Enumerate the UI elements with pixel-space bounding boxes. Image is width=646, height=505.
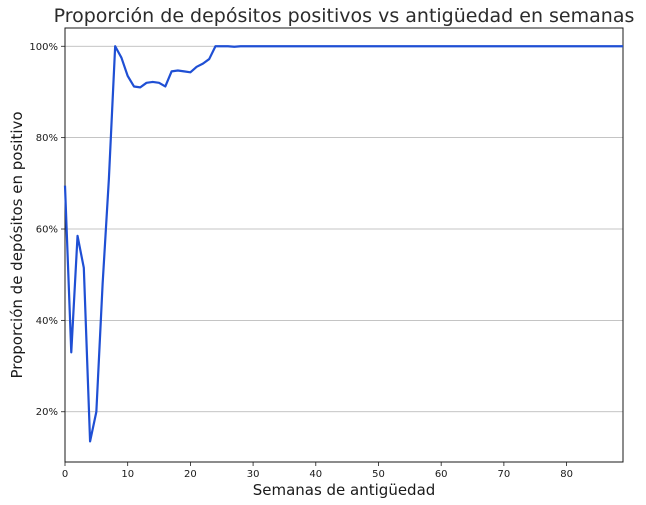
y-axis-title: Proporción de depósitos en positivo bbox=[8, 111, 26, 378]
y-tick-label: 40% bbox=[36, 316, 58, 327]
x-tick-label: 60 bbox=[435, 469, 448, 480]
x-tick-label: 70 bbox=[498, 469, 511, 480]
x-tick-label: 10 bbox=[121, 469, 134, 480]
series-line bbox=[63, 45, 623, 443]
x-axis-title: Semanas de antigüedad bbox=[253, 481, 436, 499]
y-tick-label: 60% bbox=[36, 225, 58, 236]
x-tick-label: 50 bbox=[372, 469, 385, 480]
y-tick-label: 100% bbox=[29, 42, 58, 53]
y-tick-label: 80% bbox=[36, 133, 58, 144]
x-axis: 0 10 20 30 40 50 60 70 80 bbox=[62, 462, 573, 480]
x-tick-label: 30 bbox=[247, 469, 260, 480]
y-tick-label: 20% bbox=[36, 407, 58, 418]
x-tick-label: 20 bbox=[184, 469, 197, 480]
gridlines bbox=[65, 45, 623, 413]
plot-frame bbox=[64, 27, 624, 463]
x-tick-label: 0 bbox=[62, 469, 68, 480]
x-tick-label: 80 bbox=[560, 469, 573, 480]
y-axis: 20% 40% 60% 80% 100% bbox=[29, 42, 65, 418]
x-tick-label: 40 bbox=[309, 469, 322, 480]
chart-title: Proporción de depósitos positivos vs ant… bbox=[54, 5, 635, 27]
series-layer bbox=[63, 45, 623, 443]
